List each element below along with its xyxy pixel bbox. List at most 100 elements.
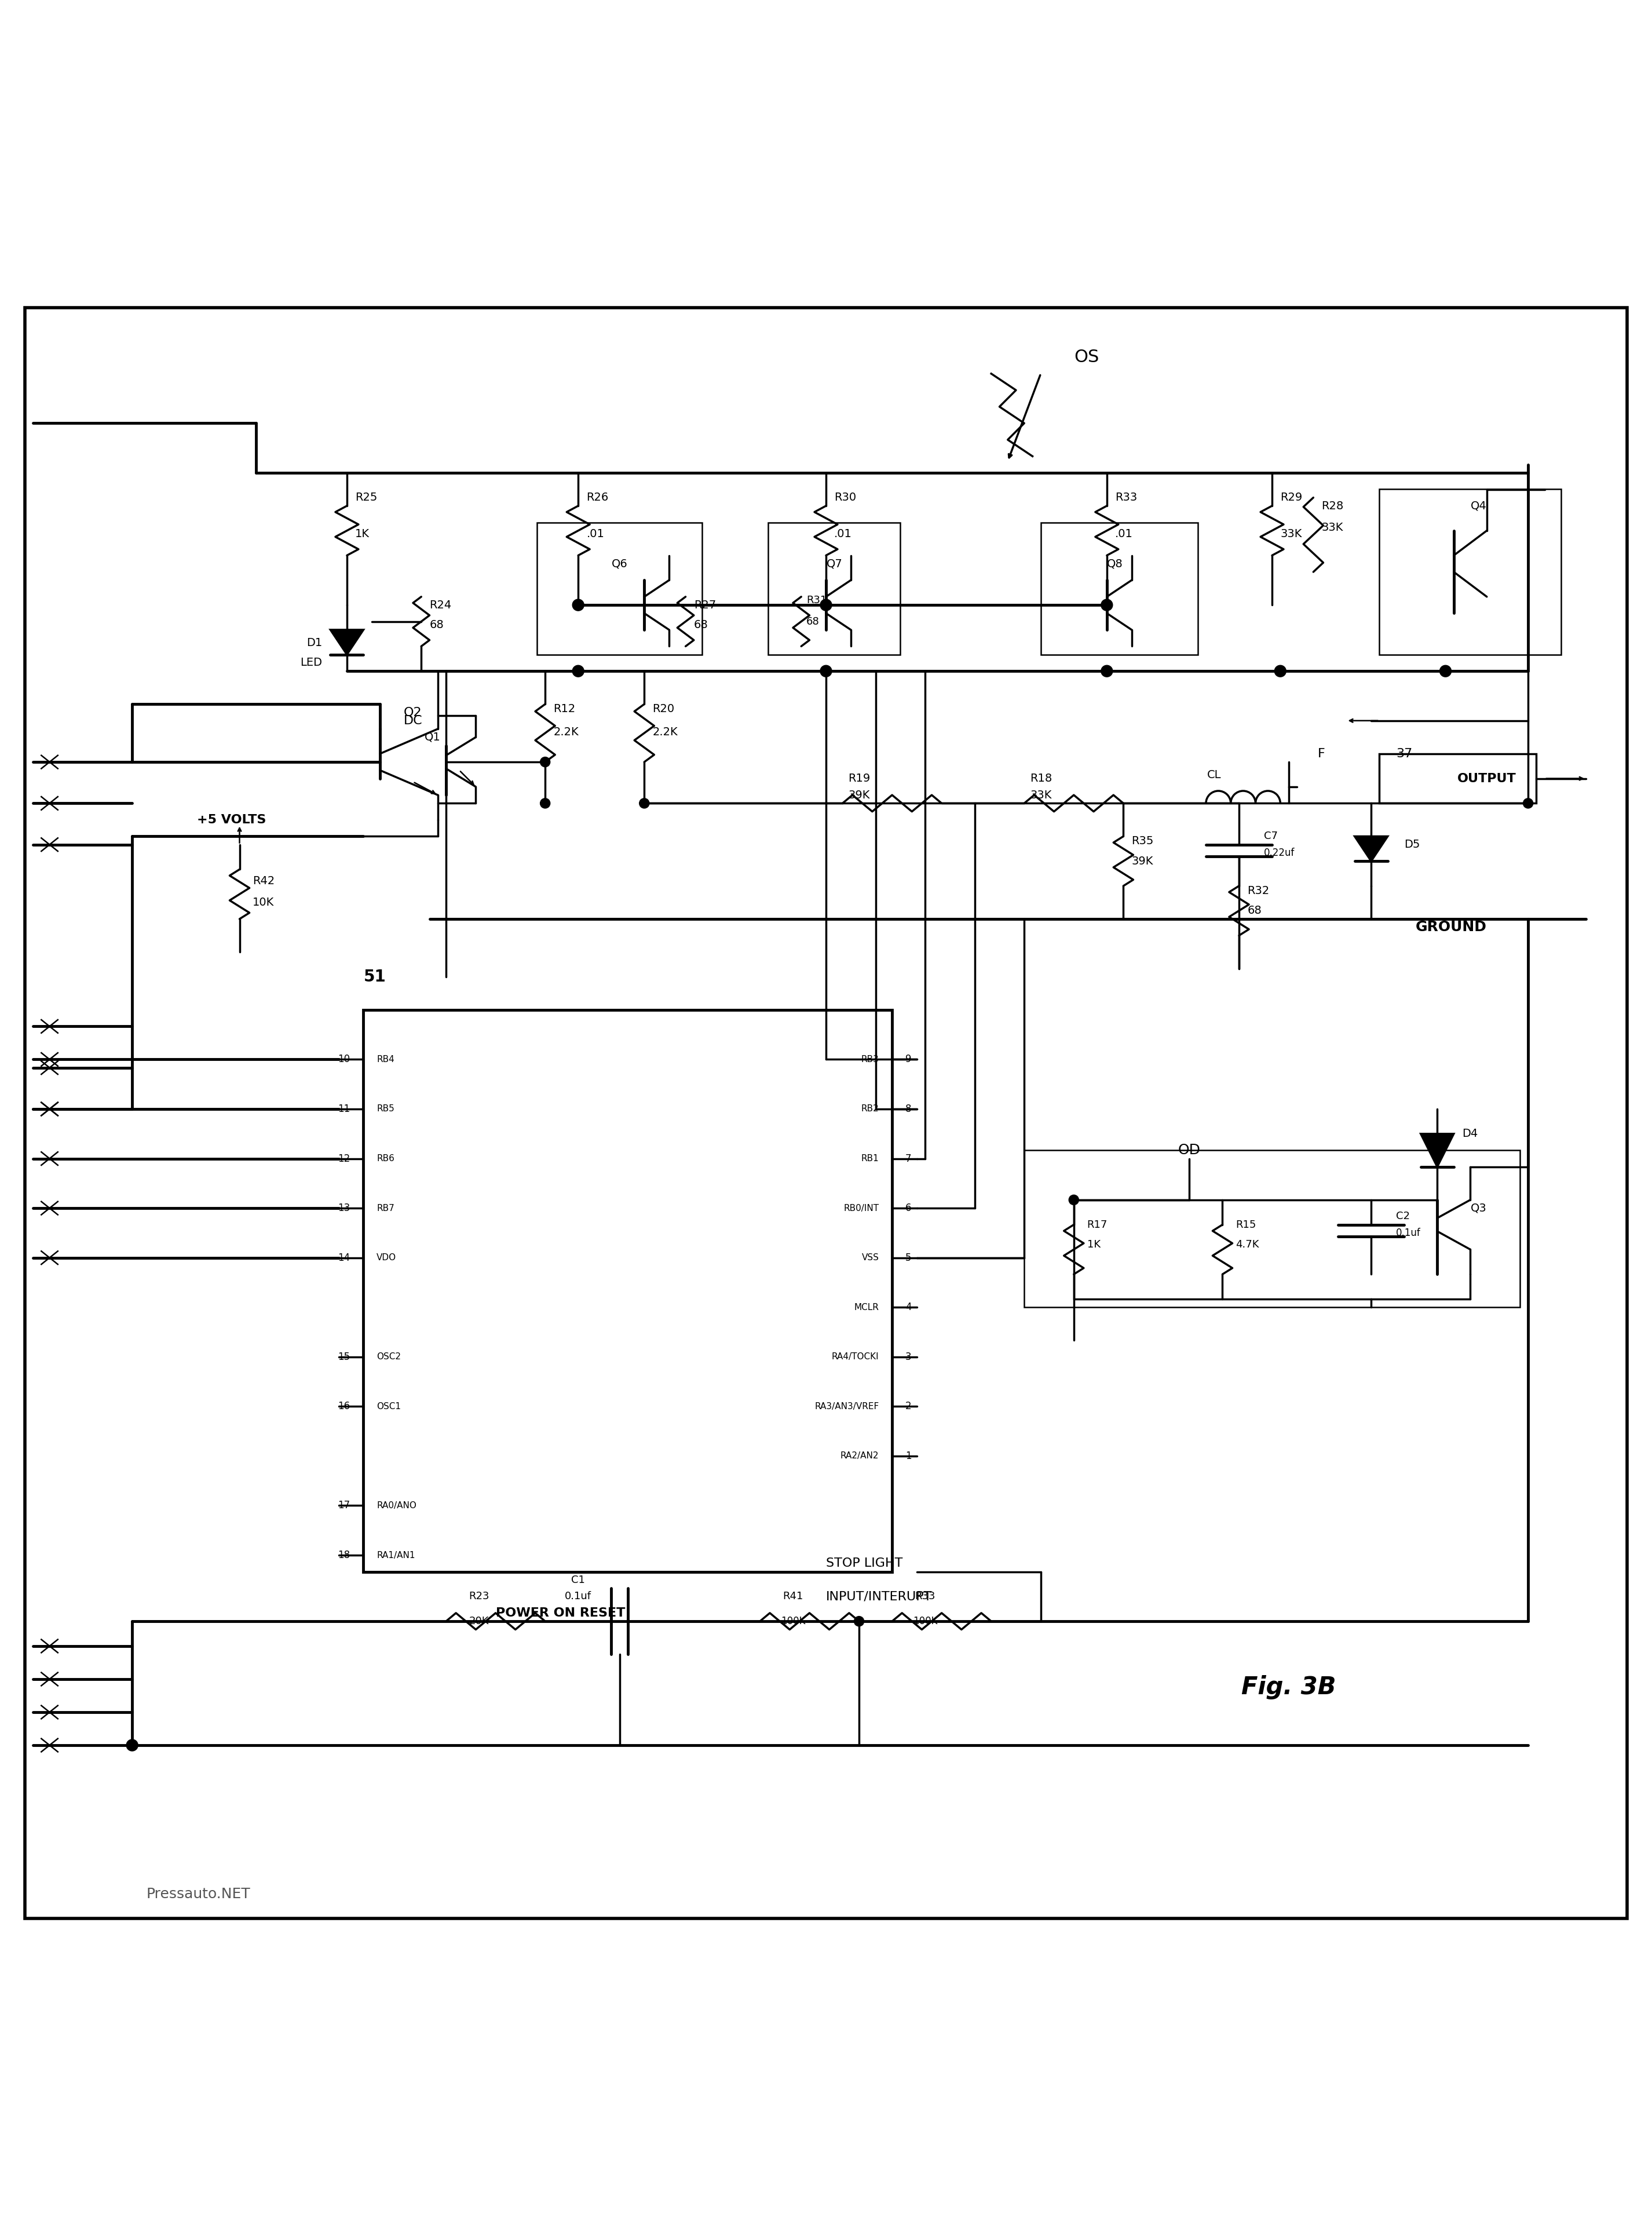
- Bar: [1041, 523, 1198, 654]
- Text: RB0/INT: RB0/INT: [844, 1204, 879, 1213]
- Text: 0.1uf: 0.1uf: [565, 1590, 591, 1601]
- Text: 11: 11: [339, 1105, 350, 1113]
- Text: RA1/AN1: RA1/AN1: [377, 1550, 415, 1559]
- Text: 20K: 20K: [469, 1617, 489, 1626]
- Text: 4: 4: [905, 1302, 912, 1313]
- Text: 4.7K: 4.7K: [1236, 1240, 1259, 1249]
- Text: RA3/AN3/VREF: RA3/AN3/VREF: [814, 1402, 879, 1411]
- Circle shape: [1275, 665, 1287, 676]
- Text: 2.2K: 2.2K: [553, 728, 578, 739]
- Text: 6: 6: [905, 1202, 912, 1213]
- Text: C7: C7: [1264, 832, 1277, 841]
- Text: 14: 14: [339, 1253, 350, 1262]
- Bar: [363, 1009, 892, 1573]
- Text: 100K: 100K: [914, 1617, 937, 1626]
- Text: Q3: Q3: [1470, 1202, 1487, 1213]
- Text: RA2/AN2: RA2/AN2: [841, 1451, 879, 1459]
- Text: +5 VOLTS: +5 VOLTS: [197, 814, 266, 825]
- Bar: [768, 523, 900, 654]
- Text: R30: R30: [834, 492, 856, 503]
- Text: 51: 51: [363, 969, 387, 985]
- Bar: [1379, 490, 1561, 654]
- Text: R29: R29: [1280, 492, 1302, 503]
- Text: GROUND: GROUND: [1416, 920, 1487, 934]
- Text: 100K: 100K: [781, 1617, 805, 1626]
- Text: 37: 37: [1396, 747, 1412, 759]
- Text: Fig. 3B: Fig. 3B: [1241, 1675, 1336, 1699]
- Text: INPUT/INTERUPT: INPUT/INTERUPT: [826, 1590, 932, 1601]
- Text: RB2: RB2: [861, 1105, 879, 1113]
- Text: 17: 17: [339, 1499, 350, 1510]
- Text: R12: R12: [553, 703, 575, 714]
- Text: Q8: Q8: [1107, 559, 1123, 570]
- Text: VSS: VSS: [862, 1253, 879, 1262]
- Text: 7: 7: [905, 1153, 912, 1164]
- Polygon shape: [1421, 1133, 1454, 1167]
- Text: 1K: 1K: [355, 528, 370, 539]
- Circle shape: [540, 756, 550, 767]
- Text: RB1: RB1: [861, 1153, 879, 1162]
- Text: R20: R20: [653, 703, 674, 714]
- Text: Q2: Q2: [403, 708, 423, 719]
- Text: R41: R41: [783, 1590, 803, 1601]
- Text: RB7: RB7: [377, 1204, 395, 1213]
- Text: Q1: Q1: [425, 732, 441, 743]
- Text: R23: R23: [469, 1590, 489, 1601]
- Circle shape: [126, 1739, 137, 1750]
- Circle shape: [572, 665, 585, 676]
- Text: CL: CL: [1208, 770, 1221, 781]
- Text: R24: R24: [430, 599, 451, 610]
- Text: RA0/ANO: RA0/ANO: [377, 1502, 416, 1510]
- Text: Pressauto.NET: Pressauto.NET: [145, 1888, 251, 1901]
- Text: .01: .01: [834, 528, 852, 539]
- Text: 12: 12: [339, 1153, 350, 1164]
- Circle shape: [1100, 599, 1113, 610]
- Text: C2: C2: [1396, 1211, 1409, 1222]
- Text: 1: 1: [905, 1451, 912, 1462]
- Text: F: F: [1318, 747, 1325, 759]
- Circle shape: [540, 798, 550, 807]
- Text: 39K: 39K: [1132, 856, 1153, 867]
- Text: R33: R33: [1115, 492, 1137, 503]
- Text: 3: 3: [905, 1351, 912, 1362]
- Text: Q6: Q6: [611, 559, 628, 570]
- Text: 18: 18: [339, 1550, 350, 1561]
- Text: R42: R42: [253, 876, 274, 887]
- Circle shape: [819, 599, 831, 610]
- Text: Q4: Q4: [1470, 501, 1487, 512]
- Text: 33K: 33K: [1029, 790, 1052, 801]
- Text: DC: DC: [403, 714, 423, 728]
- Text: R33: R33: [915, 1590, 935, 1601]
- Circle shape: [1523, 798, 1533, 807]
- Text: OSC1: OSC1: [377, 1402, 401, 1411]
- Text: OSC2: OSC2: [377, 1353, 401, 1362]
- Text: RB5: RB5: [377, 1105, 395, 1113]
- Text: .01: .01: [586, 528, 605, 539]
- Text: R17: R17: [1087, 1220, 1107, 1231]
- Text: 13: 13: [339, 1202, 350, 1213]
- Text: R35: R35: [1132, 836, 1153, 847]
- Text: 2: 2: [905, 1402, 912, 1411]
- Text: RB4: RB4: [377, 1056, 395, 1065]
- Text: RA4/TOCKI: RA4/TOCKI: [831, 1353, 879, 1362]
- Bar: [537, 523, 702, 654]
- Bar: [1024, 1151, 1520, 1306]
- Text: R25: R25: [355, 492, 377, 503]
- Text: D1: D1: [306, 637, 322, 648]
- Text: STOP LIGHT: STOP LIGHT: [826, 1557, 902, 1568]
- Text: 68: 68: [806, 617, 819, 628]
- Text: OS: OS: [1074, 348, 1099, 366]
- Text: Q7: Q7: [826, 559, 843, 570]
- Circle shape: [819, 665, 831, 676]
- Text: C1: C1: [572, 1575, 585, 1586]
- Text: MCLR: MCLR: [854, 1302, 879, 1311]
- Text: 33K: 33K: [1322, 521, 1343, 532]
- Text: RB6: RB6: [377, 1153, 395, 1162]
- Text: 10: 10: [339, 1054, 350, 1065]
- Bar: [1379, 754, 1536, 803]
- Text: R19: R19: [847, 774, 871, 783]
- Text: POWER ON RESET: POWER ON RESET: [496, 1608, 624, 1619]
- Text: 39K: 39K: [847, 790, 871, 801]
- Text: 5: 5: [905, 1253, 912, 1262]
- Text: 68: 68: [694, 619, 709, 630]
